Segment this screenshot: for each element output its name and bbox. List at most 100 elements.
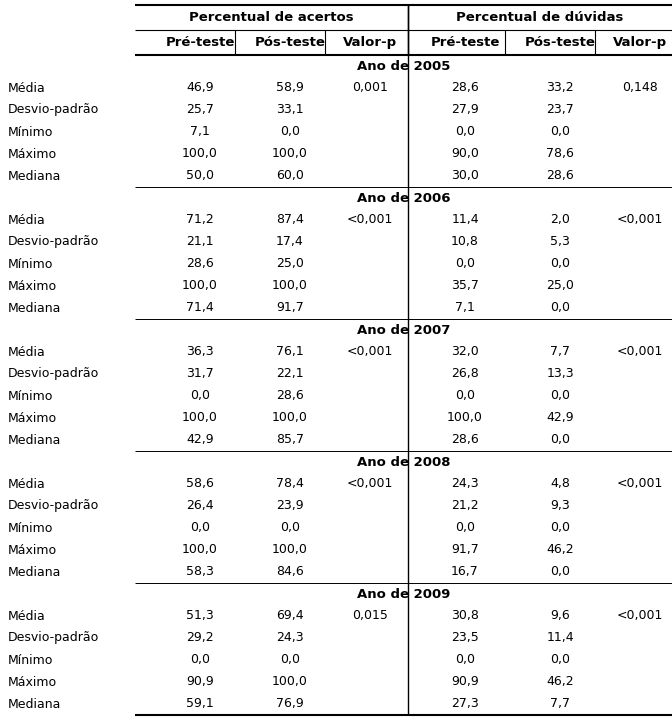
Text: 91,7: 91,7 [451, 544, 479, 557]
Text: Percentual de acertos: Percentual de acertos [190, 11, 354, 24]
Text: Máximo: Máximo [8, 280, 57, 293]
Text: 42,9: 42,9 [186, 433, 214, 446]
Text: 0,0: 0,0 [190, 389, 210, 402]
Text: 27,3: 27,3 [451, 697, 479, 710]
Text: 59,1: 59,1 [186, 697, 214, 710]
Text: 23,9: 23,9 [276, 500, 304, 513]
Text: Pré-teste: Pré-teste [165, 36, 235, 49]
Text: 26,4: 26,4 [186, 500, 214, 513]
Text: 0,0: 0,0 [550, 257, 570, 270]
Text: 0,0: 0,0 [190, 521, 210, 534]
Text: 22,1: 22,1 [276, 368, 304, 381]
Text: 23,7: 23,7 [546, 104, 574, 117]
Text: 33,2: 33,2 [546, 81, 574, 94]
Text: 25,7: 25,7 [186, 104, 214, 117]
Text: 71,2: 71,2 [186, 213, 214, 226]
Text: 21,1: 21,1 [186, 236, 214, 249]
Text: 25,0: 25,0 [546, 280, 574, 293]
Text: 46,2: 46,2 [546, 544, 574, 557]
Text: 87,4: 87,4 [276, 213, 304, 226]
Text: 24,3: 24,3 [451, 477, 479, 490]
Text: 33,1: 33,1 [276, 104, 304, 117]
Text: 100,0: 100,0 [447, 412, 483, 425]
Text: Ano de 2009: Ano de 2009 [357, 588, 450, 601]
Text: 100,0: 100,0 [272, 676, 308, 689]
Text: Mínimo: Mínimo [8, 389, 53, 402]
Text: 0,0: 0,0 [455, 389, 475, 402]
Text: 60,0: 60,0 [276, 169, 304, 182]
Text: 0,0: 0,0 [550, 301, 570, 314]
Text: 0,0: 0,0 [550, 565, 570, 578]
Text: 7,1: 7,1 [190, 125, 210, 138]
Text: 85,7: 85,7 [276, 433, 304, 446]
Text: 25,0: 25,0 [276, 257, 304, 270]
Text: 35,7: 35,7 [451, 280, 479, 293]
Text: 23,5: 23,5 [451, 632, 479, 645]
Text: 91,7: 91,7 [276, 301, 304, 314]
Text: 90,0: 90,0 [451, 148, 479, 161]
Text: 42,9: 42,9 [546, 412, 574, 425]
Text: 4,8: 4,8 [550, 477, 570, 490]
Text: 76,1: 76,1 [276, 345, 304, 358]
Text: Desvio-padrão: Desvio-padrão [8, 236, 99, 249]
Text: 2,0: 2,0 [550, 213, 570, 226]
Text: 90,9: 90,9 [451, 676, 479, 689]
Text: Mínimo: Mínimo [8, 653, 53, 666]
Text: <0,001: <0,001 [617, 609, 663, 622]
Text: 7,1: 7,1 [455, 301, 475, 314]
Text: 0,0: 0,0 [455, 653, 475, 666]
Text: Mediana: Mediana [8, 433, 61, 446]
Text: 0,0: 0,0 [550, 653, 570, 666]
Text: 0,148: 0,148 [622, 81, 658, 94]
Text: <0,001: <0,001 [347, 213, 393, 226]
Text: 21,2: 21,2 [451, 500, 479, 513]
Text: Média: Média [8, 477, 46, 490]
Text: Mediana: Mediana [8, 565, 61, 578]
Text: Mediana: Mediana [8, 301, 61, 314]
Text: Percentual de dúvidas: Percentual de dúvidas [456, 11, 624, 24]
Text: 29,2: 29,2 [186, 632, 214, 645]
Text: Desvio-padrão: Desvio-padrão [8, 368, 99, 381]
Text: 0,0: 0,0 [455, 521, 475, 534]
Text: <0,001: <0,001 [617, 345, 663, 358]
Text: 58,9: 58,9 [276, 81, 304, 94]
Text: 9,6: 9,6 [550, 609, 570, 622]
Text: Ano de 2007: Ano de 2007 [357, 324, 450, 337]
Text: 51,3: 51,3 [186, 609, 214, 622]
Text: 0,015: 0,015 [352, 609, 388, 622]
Text: 0,0: 0,0 [550, 125, 570, 138]
Text: 26,8: 26,8 [451, 368, 479, 381]
Text: 28,6: 28,6 [451, 81, 479, 94]
Text: 0,0: 0,0 [190, 653, 210, 666]
Text: 16,7: 16,7 [451, 565, 479, 578]
Text: <0,001: <0,001 [617, 213, 663, 226]
Text: Máximo: Máximo [8, 544, 57, 557]
Text: <0,001: <0,001 [347, 345, 393, 358]
Text: 100,0: 100,0 [182, 280, 218, 293]
Text: Pós-teste: Pós-teste [255, 36, 325, 49]
Text: Desvio-padrão: Desvio-padrão [8, 632, 99, 645]
Text: 31,7: 31,7 [186, 368, 214, 381]
Text: 50,0: 50,0 [186, 169, 214, 182]
Text: Ano de 2005: Ano de 2005 [357, 60, 450, 73]
Text: 0,0: 0,0 [550, 521, 570, 534]
Text: Valor-p: Valor-p [613, 36, 667, 49]
Text: 100,0: 100,0 [272, 280, 308, 293]
Text: 7,7: 7,7 [550, 345, 570, 358]
Text: 27,9: 27,9 [451, 104, 479, 117]
Text: 17,4: 17,4 [276, 236, 304, 249]
Text: 76,9: 76,9 [276, 697, 304, 710]
Text: 46,2: 46,2 [546, 676, 574, 689]
Text: Ano de 2008: Ano de 2008 [357, 456, 450, 469]
Text: Desvio-padrão: Desvio-padrão [8, 104, 99, 117]
Text: <0,001: <0,001 [347, 477, 393, 490]
Text: 32,0: 32,0 [451, 345, 479, 358]
Text: 90,9: 90,9 [186, 676, 214, 689]
Text: 100,0: 100,0 [182, 412, 218, 425]
Text: Máximo: Máximo [8, 676, 57, 689]
Text: Valor-p: Valor-p [343, 36, 397, 49]
Text: Média: Média [8, 81, 46, 94]
Text: 24,3: 24,3 [276, 632, 304, 645]
Text: Pós-teste: Pós-teste [525, 36, 595, 49]
Text: 69,4: 69,4 [276, 609, 304, 622]
